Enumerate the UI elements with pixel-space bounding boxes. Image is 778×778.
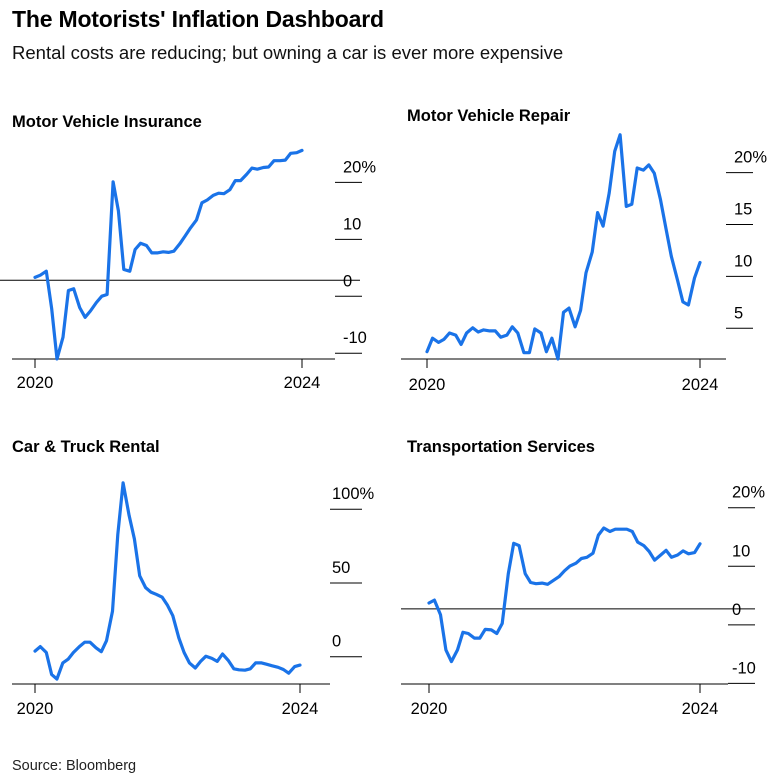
y-tick-label: 0 <box>732 601 741 619</box>
page-subtitle: Rental costs are reducing; but owning a … <box>12 42 564 63</box>
rental-chart: Car & Truck Rental 100% 50 0 2020 2024 <box>12 438 375 718</box>
y-tick-label: 10 <box>734 252 752 270</box>
x-tick-label: 2024 <box>682 376 719 394</box>
chart-title: Transportation Services <box>407 438 595 456</box>
y-tick-label: -10 <box>343 329 367 347</box>
series-line <box>427 526 702 664</box>
y-tick-label: 20% <box>732 484 765 502</box>
x-tick-label: 2024 <box>282 700 319 718</box>
source-note: Source: Bloomberg <box>12 758 137 774</box>
x-tick-label: 2020 <box>17 700 54 718</box>
y-tick-label: 100% <box>332 485 375 503</box>
y-tick-label: 20% <box>734 149 767 167</box>
series-line <box>33 148 304 361</box>
series-line <box>33 481 302 681</box>
repair-chart: Motor Vehicle Repair 20% 15 10 5 2020 2024 <box>401 107 767 394</box>
insurance-chart: Motor Vehicle Insurance 20% 10 0 -10 2020 2024 <box>0 113 376 392</box>
x-tick-label: 2024 <box>284 374 321 392</box>
y-tick-label: 10 <box>343 215 361 233</box>
x-tick-label: 2020 <box>17 374 54 392</box>
x-tick-label: 2024 <box>682 700 719 718</box>
chart-title: Car & Truck Rental <box>12 438 160 456</box>
y-tick-label: 5 <box>734 304 743 322</box>
y-tick-label: 50 <box>332 559 350 577</box>
chart-title: Motor Vehicle Insurance <box>12 113 202 131</box>
y-tick-label: 0 <box>332 633 341 651</box>
y-tick-label: -10 <box>732 659 756 677</box>
chart-title: Motor Vehicle Repair <box>407 107 571 125</box>
page-title: The Motorists' Inflation Dashboard <box>12 6 384 32</box>
y-tick-label: 0 <box>343 272 352 290</box>
transport-chart: Transportation Services 20% 10 0 -10 2020 2024 <box>401 438 765 718</box>
y-tick-label: 15 <box>734 200 752 218</box>
x-tick-label: 2020 <box>411 700 448 718</box>
series-line <box>425 133 702 361</box>
y-tick-label: 10 <box>732 542 750 560</box>
y-tick-label: 20% <box>343 158 376 176</box>
x-tick-label: 2020 <box>409 376 446 394</box>
